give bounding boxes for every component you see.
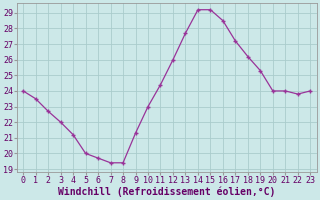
X-axis label: Windchill (Refroidissement éolien,°C): Windchill (Refroidissement éolien,°C): [58, 186, 276, 197]
